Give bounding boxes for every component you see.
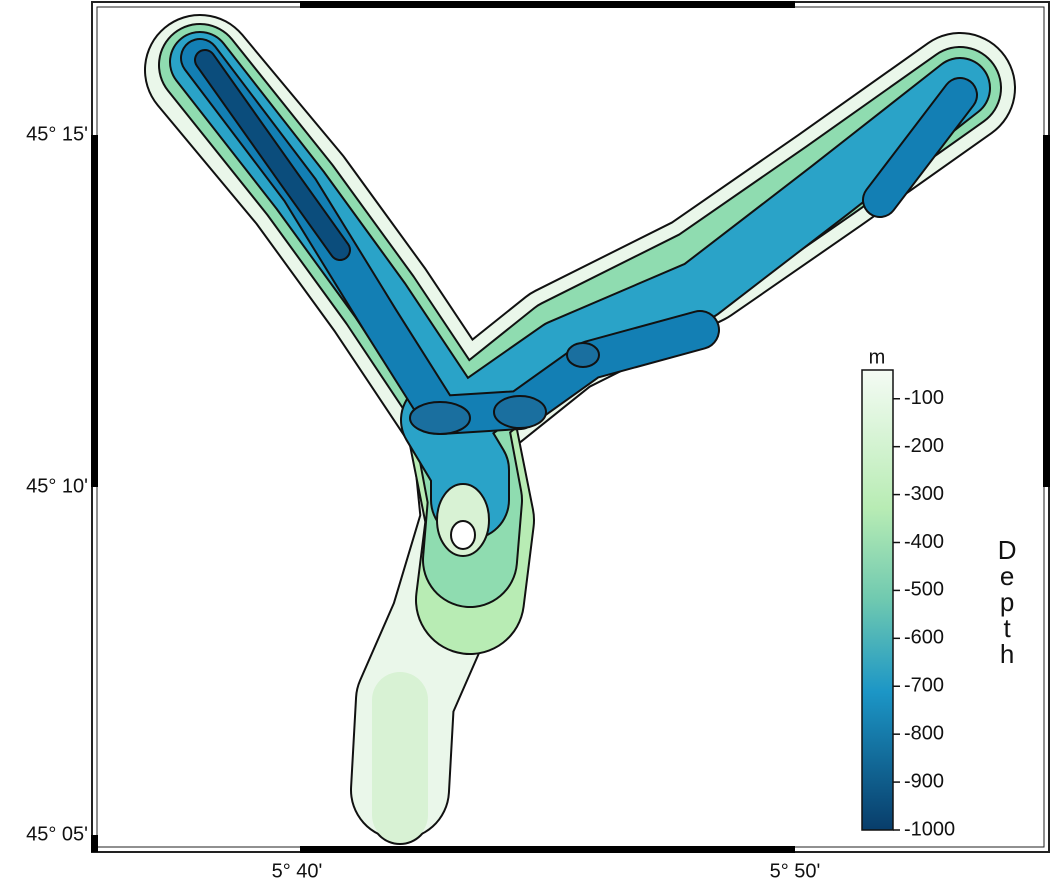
lake-bathymetry bbox=[200, 58, 960, 815]
lon-label: 5° 40' bbox=[272, 860, 323, 882]
colorbar-title: Depth bbox=[992, 535, 1022, 665]
lat-label: 45° 05' bbox=[26, 823, 88, 845]
colorbar-tick-label: -500 bbox=[904, 579, 944, 601]
colorbar-tick-label: -600 bbox=[904, 627, 944, 649]
colorbar-tick-label: -400 bbox=[904, 531, 944, 553]
lat-label: 45° 15' bbox=[26, 123, 88, 145]
lat-label: 45° 10' bbox=[26, 475, 88, 497]
lon-label: 5° 50' bbox=[770, 860, 821, 882]
colorbar bbox=[862, 370, 893, 830]
colorbar-tick-label: -1000 bbox=[904, 818, 955, 840]
colorbar-tick-label: -800 bbox=[904, 722, 944, 744]
colorbar-unit: m bbox=[869, 346, 886, 368]
colorbar-tick-label: -100 bbox=[904, 387, 944, 409]
colorbar-tick-label: -900 bbox=[904, 770, 944, 792]
colorbar-tick-label: -300 bbox=[904, 483, 944, 505]
map: 45° 15' 45° 10' 45° 05' 5° 40' 5° 50' m … bbox=[0, 0, 1055, 885]
colorbar-tick-label: -200 bbox=[904, 435, 944, 457]
colorbar-tick-label: -700 bbox=[904, 675, 944, 697]
